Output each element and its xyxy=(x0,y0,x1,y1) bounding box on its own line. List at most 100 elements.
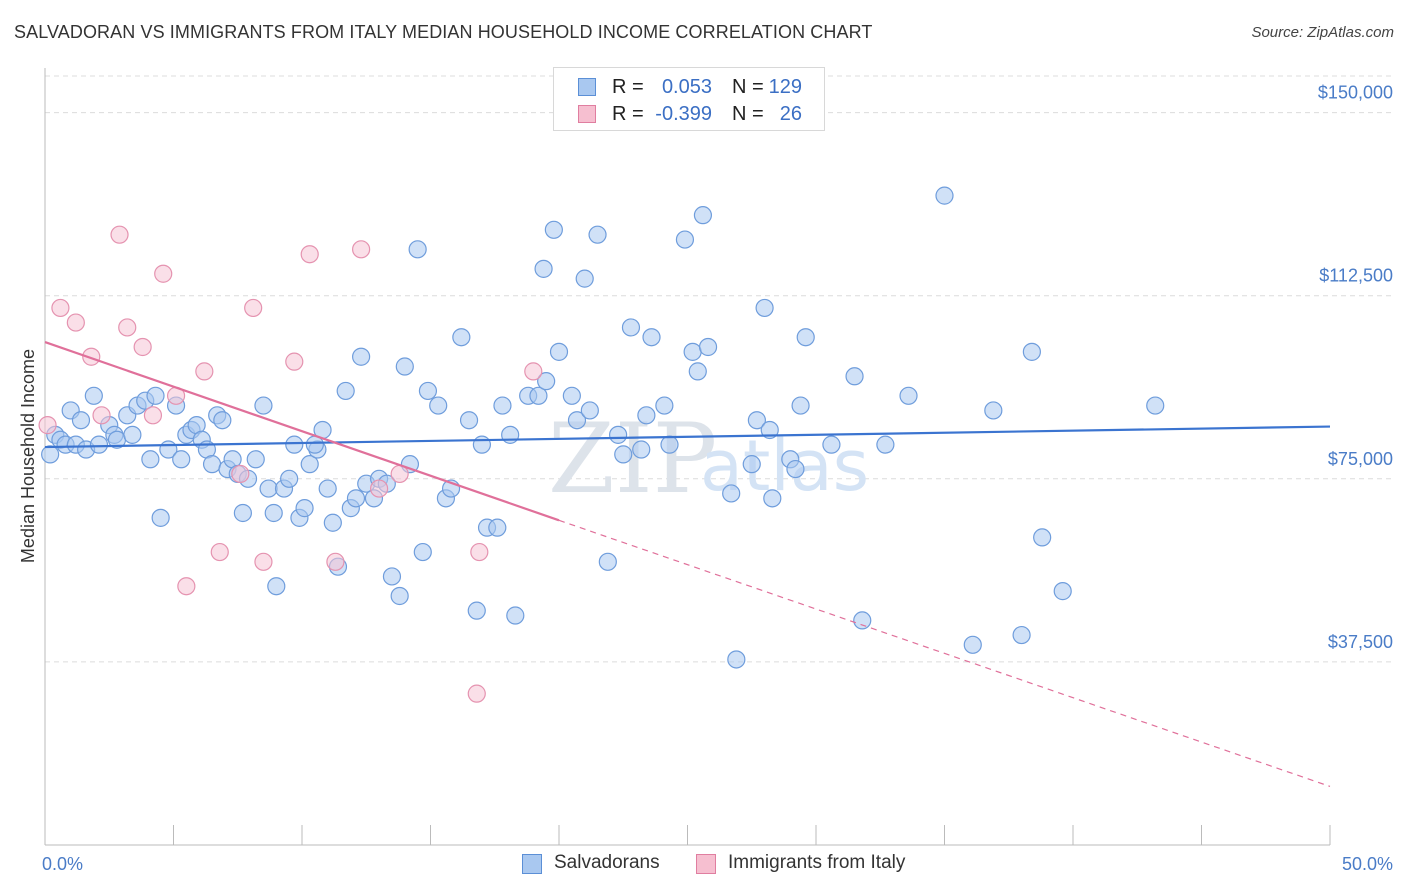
salvadoran-point xyxy=(141,450,160,469)
correlation-legend: R = 0.053 N = 129 R = -0.399 N = 26 xyxy=(553,67,825,131)
italy-point xyxy=(285,352,304,371)
salvadoran-point xyxy=(984,401,1003,420)
salvadoran-point xyxy=(822,435,841,454)
y-tick-label: $75,000 xyxy=(1328,449,1393,469)
italy-point xyxy=(326,552,345,571)
salvadoran-point xyxy=(233,503,252,523)
bottom-legend-label: Salvadorans xyxy=(554,852,660,873)
salvadoran-point xyxy=(259,479,278,498)
chart-title: SALVADORAN VS IMMIGRANTS FROM ITALY MEDI… xyxy=(14,22,873,42)
legend-n-label: N = xyxy=(732,103,764,125)
italy-point xyxy=(231,464,250,484)
salvadoran-point xyxy=(642,328,661,347)
salvadoran-point xyxy=(1146,396,1165,415)
salvadoran-point xyxy=(1022,342,1041,361)
italy-point xyxy=(118,318,137,337)
salvadoran-point xyxy=(621,318,641,337)
italy-point xyxy=(92,406,111,425)
y-tick-label: $37,500 xyxy=(1328,632,1393,652)
salvadoran-point xyxy=(408,240,427,259)
salvadoran-point xyxy=(698,337,718,357)
salvadoran-point xyxy=(300,455,319,474)
salvadoran-point xyxy=(1033,528,1052,547)
salvadoran-point xyxy=(747,411,766,430)
legend-row-salvadorans: R = 0.053 N = 129 xyxy=(554,74,824,100)
watermark: ZIP atlas xyxy=(548,403,869,515)
x-tick-label: 50.0% xyxy=(1342,854,1393,874)
salvadoran-point xyxy=(637,406,656,425)
salvadoran-point xyxy=(693,206,713,225)
salvadoran-point xyxy=(529,386,548,405)
italy-point xyxy=(38,416,57,435)
salvadoran-point xyxy=(318,479,337,498)
salvadoran-point xyxy=(493,396,512,415)
salvadoran-point xyxy=(722,484,741,503)
salvadoran-point xyxy=(151,508,170,527)
salvadoran-point xyxy=(963,635,982,654)
salvadoran-point xyxy=(506,606,525,625)
salvadoran-point xyxy=(796,328,815,347)
italy-point xyxy=(300,245,319,264)
salvadoran-point xyxy=(567,411,587,430)
italy-trend-line xyxy=(44,341,560,522)
salvadoran-point xyxy=(323,513,342,532)
salvadoran-point xyxy=(614,445,633,464)
salvadoran-point xyxy=(71,411,91,430)
salvadoran-point xyxy=(675,230,695,249)
salvadoran-point xyxy=(488,518,507,537)
salvadoran-point xyxy=(472,435,491,454)
salvadoran-point xyxy=(467,601,486,620)
italy-point xyxy=(524,362,543,381)
salvadoran-point xyxy=(336,381,355,401)
salvadoran-point xyxy=(395,357,414,376)
salvadoran-point xyxy=(459,411,479,430)
salvadoran-point xyxy=(418,381,438,401)
legend-row-italy: R = -0.399 N = 26 xyxy=(554,101,824,127)
salvadoran-point xyxy=(763,489,782,508)
italy-point xyxy=(254,552,273,571)
italy-point xyxy=(82,347,101,366)
italy-point xyxy=(51,298,70,318)
source-label: Source: ZipAtlas.com xyxy=(1251,24,1394,41)
salvadoran-point xyxy=(549,342,569,361)
salvadoran-point xyxy=(876,435,895,454)
legend-r-value: -0.399 xyxy=(655,103,712,125)
bottom-legend-swatch-pink xyxy=(696,854,716,874)
salvadoran-point xyxy=(935,186,954,205)
salvadoran-point xyxy=(295,499,314,518)
salvadoran-point xyxy=(853,611,872,630)
salvadoran-point xyxy=(390,586,409,606)
legend-n-label: N = xyxy=(732,76,764,98)
salvadoran-point xyxy=(688,362,707,381)
legend-r-label: R = xyxy=(612,103,644,125)
legend-r-label: R = xyxy=(612,76,644,98)
salvadoran-point xyxy=(845,367,864,386)
salvadoran-point xyxy=(609,425,628,444)
legend-r-value: 0.053 xyxy=(661,76,712,98)
salvadoran-point xyxy=(534,259,553,278)
trend-lines xyxy=(44,341,1331,787)
salvadoran-point xyxy=(1012,625,1031,645)
salvadoran-trend-line xyxy=(44,425,1331,449)
salvadoran-point xyxy=(660,435,679,454)
gridlines xyxy=(45,75,1395,663)
italy-point xyxy=(154,264,173,283)
y-tick-label: $150,000 xyxy=(1318,83,1393,103)
salvadoran-point xyxy=(760,420,779,440)
legend-n-value: 129 xyxy=(768,76,802,98)
salvadoran-point xyxy=(588,225,607,244)
salvadoran-point xyxy=(727,650,746,669)
salvadoran-point xyxy=(267,577,286,596)
salvadoran-point xyxy=(264,503,283,523)
salvadoran-point xyxy=(791,396,810,415)
italy-point xyxy=(177,577,196,596)
salvadoran-point xyxy=(683,342,702,361)
italy-point xyxy=(110,225,129,244)
salvadoran-point xyxy=(84,386,103,405)
salvadoran-point xyxy=(41,445,60,464)
italy-point xyxy=(470,542,489,562)
salvadoran-point xyxy=(1053,582,1072,601)
salvadoran-point xyxy=(413,542,432,562)
salvadoran-point xyxy=(146,386,165,405)
